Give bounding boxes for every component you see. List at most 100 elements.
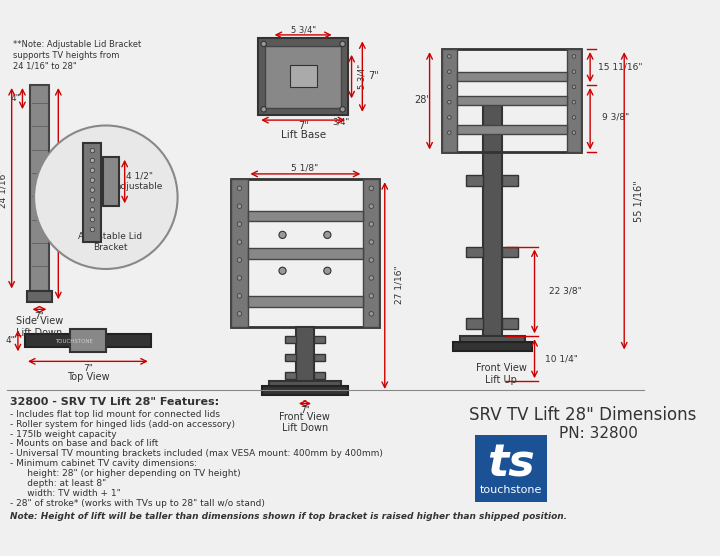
Circle shape (324, 231, 331, 239)
Text: Adjustable Lid
Bracket: Adjustable Lid Bracket (78, 232, 143, 252)
Text: 7": 7" (300, 406, 310, 415)
Bar (453, 341, 532, 351)
Text: 7": 7" (298, 121, 308, 131)
Circle shape (237, 204, 242, 208)
Bar (467, 246, 482, 257)
Circle shape (90, 178, 94, 182)
Bar (285, 336, 296, 344)
Circle shape (572, 101, 576, 104)
Text: 27 1/16": 27 1/16" (65, 175, 73, 213)
Text: height: 28" (or higher depending on TV height): height: 28" (or higher depending on TV h… (10, 469, 240, 478)
Text: 5 1/8": 5 1/8" (292, 163, 318, 172)
Bar (460, 336, 525, 347)
Text: 9 3/8": 9 3/8" (602, 112, 629, 121)
Text: - Roller system for hinged lids (add-on accessory): - Roller system for hinged lids (add-on … (10, 420, 235, 429)
Circle shape (369, 204, 374, 208)
Text: Top View: Top View (66, 373, 109, 383)
Bar (262, 386, 348, 395)
Text: 7": 7" (83, 364, 93, 373)
Bar (456, 72, 567, 81)
Text: 7": 7" (35, 312, 45, 321)
Circle shape (369, 222, 374, 226)
Text: 27 1/16": 27 1/16" (395, 266, 404, 305)
Circle shape (572, 70, 576, 73)
Circle shape (237, 276, 242, 280)
Text: **Note: Adjustable Lid Bracket
supports TV heights from
24 1/16" to 28": **Note: Adjustable Lid Bracket supports … (14, 40, 142, 70)
Bar (231, 179, 248, 327)
Circle shape (279, 231, 286, 239)
Text: 5 3/4": 5 3/4" (291, 26, 315, 35)
Bar (456, 96, 567, 105)
Bar (314, 372, 325, 379)
Text: 3/4": 3/4" (332, 117, 349, 126)
Bar (258, 38, 348, 115)
Circle shape (261, 41, 266, 47)
Circle shape (237, 311, 242, 316)
Text: 5 3/4": 5 3/4" (358, 63, 366, 89)
Text: - Includes flat top lid mount for connected lids: - Includes flat top lid mount for connec… (10, 410, 220, 419)
Text: 22 3/8": 22 3/8" (549, 287, 581, 296)
Text: SRV TV Lift 28" Dimensions: SRV TV Lift 28" Dimensions (469, 406, 696, 424)
Text: - Mounts on base and back of lift: - Mounts on base and back of lift (10, 439, 158, 448)
Circle shape (369, 240, 374, 244)
Bar (314, 354, 325, 361)
Text: Note: Height of lift will be taller than dimensions shown if top bracket is rais: Note: Height of lift will be taller than… (10, 512, 567, 521)
Bar (296, 327, 314, 381)
Bar (84, 143, 102, 242)
Circle shape (369, 276, 374, 280)
Circle shape (340, 107, 346, 112)
Text: 4": 4" (6, 336, 16, 345)
Bar (269, 381, 341, 392)
Bar (248, 296, 363, 307)
Circle shape (572, 85, 576, 89)
Circle shape (237, 222, 242, 226)
Text: - 175lb weight capacity: - 175lb weight capacity (10, 430, 117, 439)
Circle shape (572, 131, 576, 135)
Text: - Minimum cabinet TV cavity dimensions:: - Minimum cabinet TV cavity dimensions: (10, 459, 197, 468)
Bar (30, 85, 50, 291)
Text: TOUCHSTONE: TOUCHSTONE (55, 339, 94, 344)
Text: 10 1/4": 10 1/4" (545, 354, 578, 363)
Circle shape (448, 116, 451, 119)
Circle shape (448, 85, 451, 89)
Circle shape (448, 101, 451, 104)
Bar (285, 354, 296, 361)
Text: Lift Base: Lift Base (281, 130, 325, 140)
Text: touchstone: touchstone (480, 485, 542, 495)
Circle shape (369, 311, 374, 316)
Text: 7": 7" (368, 71, 379, 81)
Circle shape (90, 217, 94, 222)
Bar (503, 318, 518, 329)
Bar (266, 46, 341, 107)
Text: Side View
Lift Down: Side View Lift Down (16, 316, 63, 338)
Text: 4 1/2"
adjustable: 4 1/2" adjustable (115, 171, 163, 191)
Bar (467, 175, 482, 186)
Text: PN: 32800: PN: 32800 (559, 426, 638, 441)
Circle shape (324, 267, 331, 274)
Text: ts: ts (487, 442, 535, 485)
Text: depth: at least 8": depth: at least 8" (10, 479, 106, 488)
Text: width: TV width + 1": width: TV width + 1" (10, 489, 121, 498)
Circle shape (448, 131, 451, 135)
Bar (442, 49, 456, 152)
Circle shape (448, 54, 451, 58)
Circle shape (369, 294, 374, 298)
Text: Front View
Lift Up: Front View Lift Up (476, 363, 527, 385)
Bar (248, 211, 363, 221)
Circle shape (90, 207, 94, 212)
Text: Front View
Lift Down: Front View Lift Down (279, 411, 330, 433)
Bar (503, 175, 518, 186)
Circle shape (34, 126, 178, 269)
Circle shape (369, 186, 374, 191)
Bar (289, 66, 317, 87)
Circle shape (448, 70, 451, 73)
Text: 28": 28" (414, 96, 431, 106)
Circle shape (237, 240, 242, 244)
Circle shape (572, 54, 576, 58)
Bar (248, 249, 363, 259)
Circle shape (237, 186, 242, 191)
Text: 32800 - SRV TV Lift 28" Features:: 32800 - SRV TV Lift 28" Features: (10, 397, 219, 407)
Circle shape (369, 258, 374, 262)
Bar (456, 126, 567, 135)
Bar (70, 329, 106, 353)
